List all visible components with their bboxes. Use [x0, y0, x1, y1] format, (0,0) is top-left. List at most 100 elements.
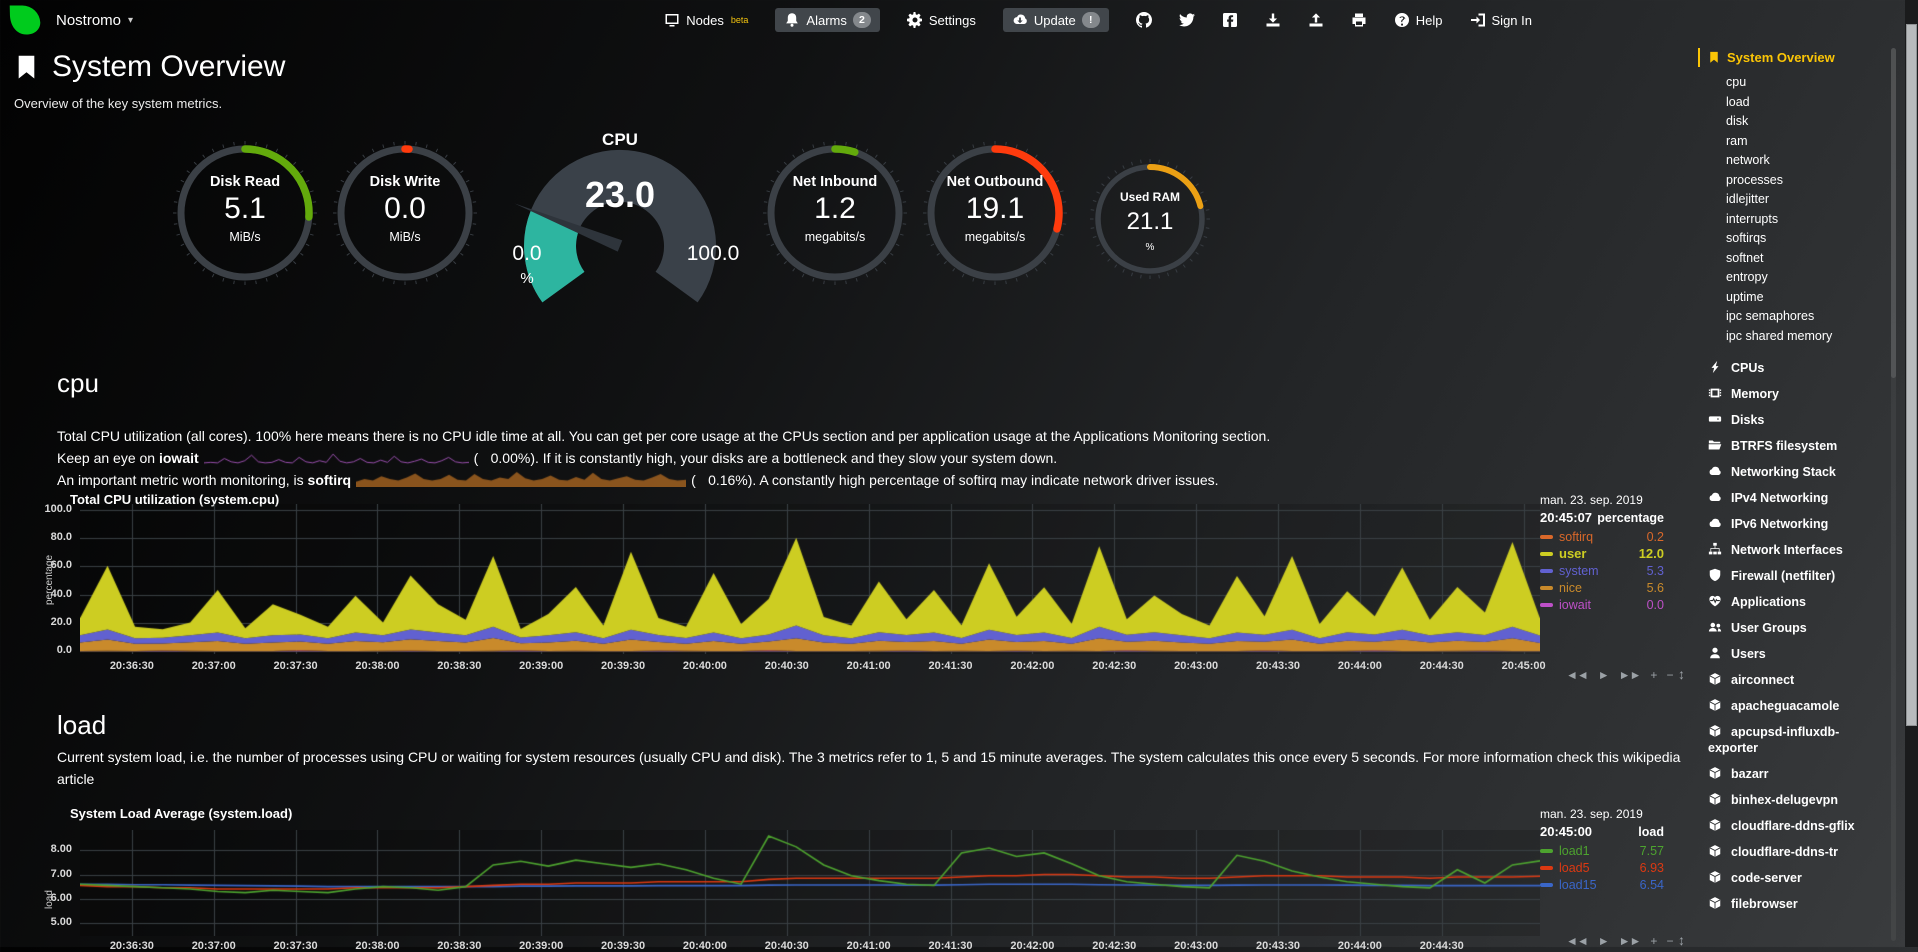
legend-swatch [1540, 848, 1553, 853]
scrollbar-thumb[interactable] [1906, 24, 1917, 726]
sidebar-item-load[interactable]: load [1726, 94, 1750, 109]
sidebar-item-network-interfaces[interactable]: Network Interfaces [1698, 542, 1888, 558]
gauge-net-inbound[interactable]: Net Inbound 1.2 megabits/s [755, 128, 915, 303]
system.load-canvas[interactable] [80, 830, 1540, 936]
settings-button[interactable]: Settings [906, 12, 976, 28]
sidebar-item-binhex-delugevpn[interactable]: binhex-delugevpn [1698, 792, 1888, 808]
sidebar-scrollbar[interactable] [1891, 48, 1896, 941]
zoom-out-button[interactable]: − [1666, 668, 1673, 682]
forward-button[interactable]: ►► [1618, 668, 1642, 682]
sidebar-item-cpu[interactable]: cpu [1726, 75, 1747, 89]
gauge-disk-read[interactable]: Disk Read 5.1 MiB/s [165, 128, 325, 303]
legend-item-load5[interactable]: load5 6.93 [1540, 859, 1664, 876]
gauge-net-outbound[interactable]: Net Outbound 19.1 megabits/s [915, 128, 1075, 303]
cube-icon [1708, 672, 1722, 686]
sidebar-item-processes[interactable]: processes [1726, 172, 1783, 187]
chart-timestamp: man. 23. sep. 2019 20:45:07 [1540, 493, 1643, 525]
signin-button[interactable]: Sign In [1470, 12, 1532, 28]
export-snapshot-button[interactable] [1265, 12, 1281, 28]
sidebar-item-users[interactable]: Users [1698, 646, 1888, 662]
sidebar-item-softirqs[interactable]: softirqs [1726, 231, 1767, 245]
sidebar-item-system-overview[interactable]: System Overview [1698, 48, 1888, 67]
sidebar-item-ipv4-networking[interactable]: IPv4 Networking [1698, 490, 1888, 506]
sidebar-item-bazarr[interactable]: bazarr [1698, 766, 1888, 782]
legend-value: 6.93 [1639, 860, 1664, 875]
sidebar-item-ram[interactable]: ram [1726, 133, 1748, 148]
sidebar-item-disk[interactable]: disk [1726, 114, 1749, 128]
sidebar-item-idlejitter[interactable]: idlejitter [1726, 192, 1770, 206]
legend-item-load15[interactable]: load15 6.54 [1540, 876, 1664, 893]
sidebar-item-firewall-netfilter-[interactable]: Firewall (netfilter) [1698, 568, 1888, 584]
gauge-disk-write[interactable]: Disk Write 0.0 MiB/s [325, 128, 485, 303]
rewind-button[interactable]: ◄◄ [1566, 668, 1589, 682]
sidebar-item-memory[interactable]: Memory [1698, 386, 1888, 402]
zoom-in-button[interactable]: + [1650, 934, 1657, 948]
gauge-ring [763, 141, 907, 285]
sidebar-item-interrupts[interactable]: interrupts [1726, 211, 1779, 226]
sidebar-item-softnet[interactable]: softnet [1726, 250, 1764, 265]
sidebar-item-entropy[interactable]: entropy [1726, 270, 1768, 284]
help-button[interactable]: Help [1394, 12, 1443, 28]
cube-icon [1708, 724, 1722, 738]
print-button[interactable] [1351, 12, 1367, 28]
twitter-link[interactable] [1178, 12, 1195, 28]
zoom-in-button[interactable]: + [1650, 668, 1657, 682]
sidebar-item-airconnect[interactable]: airconnect [1698, 672, 1888, 688]
gauge-units: megabits/s [804, 230, 866, 244]
sidebar-item-disks[interactable]: Disks [1698, 412, 1888, 428]
window-scrollbar[interactable] [1905, 0, 1918, 947]
import-snapshot-button[interactable] [1308, 12, 1324, 28]
sidebar-item-ipc-semaphores[interactable]: ipc semaphores [1726, 309, 1815, 323]
zoom-out-button[interactable]: − [1666, 934, 1673, 948]
gauge-title: Net Inbound [792, 174, 878, 190]
sidebar-item-cpus[interactable]: CPUs [1698, 360, 1888, 376]
chart-resize-handle[interactable]: ↕ [1678, 666, 1685, 682]
legend-item-system[interactable]: system 5.3 [1540, 562, 1664, 579]
sidebar-item-apcupsd-influxdb-exporter[interactable]: apcupsd-influxdb-exporter [1708, 724, 1840, 755]
legend-swatch [1540, 568, 1553, 573]
sidebar-item-network[interactable]: network [1726, 153, 1770, 167]
sidebar-item-code-server[interactable]: code-server [1698, 870, 1888, 886]
legend-item-softirq[interactable]: softirq 0.2 [1540, 528, 1664, 545]
github-link[interactable] [1135, 12, 1152, 28]
iowait-sparkline[interactable] [203, 452, 469, 465]
rewind-button[interactable]: ◄◄ [1566, 934, 1589, 948]
sidebar-item-ipv6-networking[interactable]: IPv6 Networking [1698, 516, 1888, 532]
legend-label: system [1559, 563, 1599, 578]
softirq-sparkline[interactable] [356, 471, 687, 487]
update-button[interactable]: Update ! [1002, 8, 1109, 32]
gauge-value: 21.1 [1126, 208, 1174, 235]
page-subtitle: Overview of the key system metrics. [14, 96, 223, 111]
cube-icon [1708, 896, 1722, 910]
legend-item-nice[interactable]: nice 5.6 [1540, 579, 1664, 596]
y-tick-label: 40.0 [50, 587, 72, 600]
gauge-cpu[interactable]: CPU 23.0 0.0 100.0% [485, 128, 755, 303]
sidebar-item-networking-stack[interactable]: Networking Stack [1698, 464, 1888, 480]
gauge-used-ram[interactable]: Used RAM 21.1% [1075, 128, 1225, 303]
play-button[interactable]: ► [1597, 934, 1610, 948]
hostname-dropdown[interactable]: Nostromo ▾ [56, 0, 133, 40]
bookmark-icon [14, 52, 39, 83]
sidebar-item-ipc-shared-memory[interactable]: ipc shared memory [1726, 328, 1833, 343]
legend-item-load1[interactable]: load1 7.57 [1540, 842, 1664, 859]
bookmark-icon [1708, 50, 1720, 65]
forward-button[interactable]: ►► [1618, 934, 1642, 948]
sidebar-item-user-groups[interactable]: User Groups [1698, 620, 1888, 636]
sidebar-item-uptime[interactable]: uptime [1726, 289, 1764, 304]
sidebar-item-apacheguacamole[interactable]: apacheguacamole [1698, 698, 1888, 714]
play-button[interactable]: ► [1597, 668, 1610, 682]
chart-resize-handle[interactable]: ↕ [1678, 932, 1685, 948]
nodes-button[interactable]: Nodes beta [664, 12, 748, 28]
system.cpu-canvas[interactable] [80, 504, 1540, 654]
sidebar-item-cloudflare-ddns-tr[interactable]: cloudflare-ddns-tr [1698, 844, 1888, 860]
sidebar-item-filebrowser[interactable]: filebrowser [1698, 896, 1888, 912]
legend-item-iowait[interactable]: iowait 0.0 [1540, 596, 1664, 613]
facebook-link[interactable] [1222, 12, 1238, 28]
sidebar-item-cloudflare-ddns-gflix[interactable]: cloudflare-ddns-gflix [1698, 818, 1888, 834]
legend-item-user[interactable]: user 12.0 [1540, 545, 1664, 562]
sidebar-item-btrfs-filesystem[interactable]: BTRFS filesystem [1698, 438, 1888, 454]
gauge-title: Net Outbound [946, 174, 1044, 190]
alarms-button[interactable]: Alarms 2 [775, 8, 880, 32]
netdata-logo-icon[interactable] [8, 3, 42, 37]
sidebar-item-applications[interactable]: Applications [1698, 594, 1888, 610]
